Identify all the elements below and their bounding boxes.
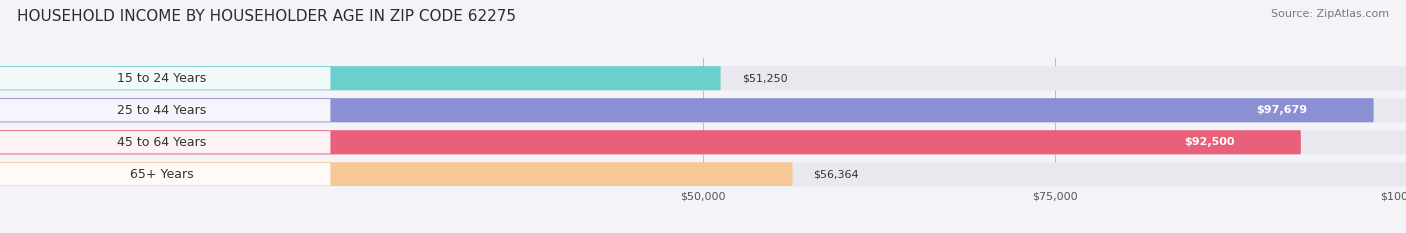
FancyBboxPatch shape xyxy=(0,162,1406,186)
Text: 15 to 24 Years: 15 to 24 Years xyxy=(117,72,207,85)
Text: HOUSEHOLD INCOME BY HOUSEHOLDER AGE IN ZIP CODE 62275: HOUSEHOLD INCOME BY HOUSEHOLDER AGE IN Z… xyxy=(17,9,516,24)
Text: $97,679: $97,679 xyxy=(1257,105,1308,115)
FancyBboxPatch shape xyxy=(0,162,793,186)
FancyBboxPatch shape xyxy=(1191,100,1374,120)
Text: 25 to 44 Years: 25 to 44 Years xyxy=(117,104,207,117)
FancyBboxPatch shape xyxy=(0,130,1301,154)
FancyBboxPatch shape xyxy=(0,66,1406,90)
FancyBboxPatch shape xyxy=(0,98,1374,122)
FancyBboxPatch shape xyxy=(0,130,1406,154)
Text: 65+ Years: 65+ Years xyxy=(129,168,194,181)
Text: $51,250: $51,250 xyxy=(742,73,787,83)
FancyBboxPatch shape xyxy=(0,131,330,154)
FancyBboxPatch shape xyxy=(0,99,330,121)
FancyBboxPatch shape xyxy=(1118,132,1301,153)
FancyBboxPatch shape xyxy=(0,67,330,89)
FancyBboxPatch shape xyxy=(0,66,721,90)
FancyBboxPatch shape xyxy=(0,163,330,185)
Text: $92,500: $92,500 xyxy=(1184,137,1234,147)
Text: $56,364: $56,364 xyxy=(814,169,859,179)
FancyBboxPatch shape xyxy=(0,98,1406,122)
Text: 45 to 64 Years: 45 to 64 Years xyxy=(117,136,207,149)
Text: Source: ZipAtlas.com: Source: ZipAtlas.com xyxy=(1271,9,1389,19)
